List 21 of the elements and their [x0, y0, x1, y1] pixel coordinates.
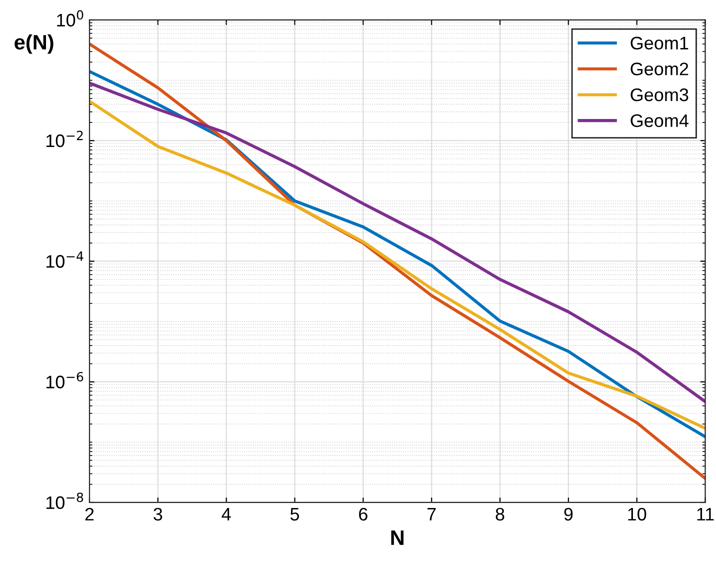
x-tick-label: 6: [359, 508, 368, 521]
y-axis-title: e(N): [14, 34, 54, 54]
x-tick-label: 2: [85, 508, 94, 520]
y-tick-label: 10$^{−8}$: [46, 492, 84, 510]
x-tick-label: 9: [564, 508, 573, 521]
legend-label: Geom4: [630, 114, 688, 128]
y-tick-label: 10$^{−2}$: [46, 130, 83, 148]
y-tick-label: 10$^{−4}$: [46, 252, 84, 268]
x-tick-label: 3: [154, 508, 162, 521]
x-tick-label: 10: [628, 508, 646, 521]
y-tick-label: 10$^{0}$: [57, 10, 84, 27]
x-tick-label: 7: [427, 508, 436, 520]
y-tick-label: 10$^{−6}$: [46, 372, 84, 388]
legend-label: Geom3: [630, 88, 688, 102]
x-tick-label: 8: [496, 508, 504, 521]
x-tick-label: 4: [222, 508, 231, 520]
x-tick-label: 11: [697, 508, 714, 520]
legend-label: Geom2: [630, 62, 688, 76]
legend-label: Geom1: [630, 36, 688, 50]
x-axis-title: N: [391, 530, 404, 545]
x-tick-label: 5: [290, 508, 300, 521]
